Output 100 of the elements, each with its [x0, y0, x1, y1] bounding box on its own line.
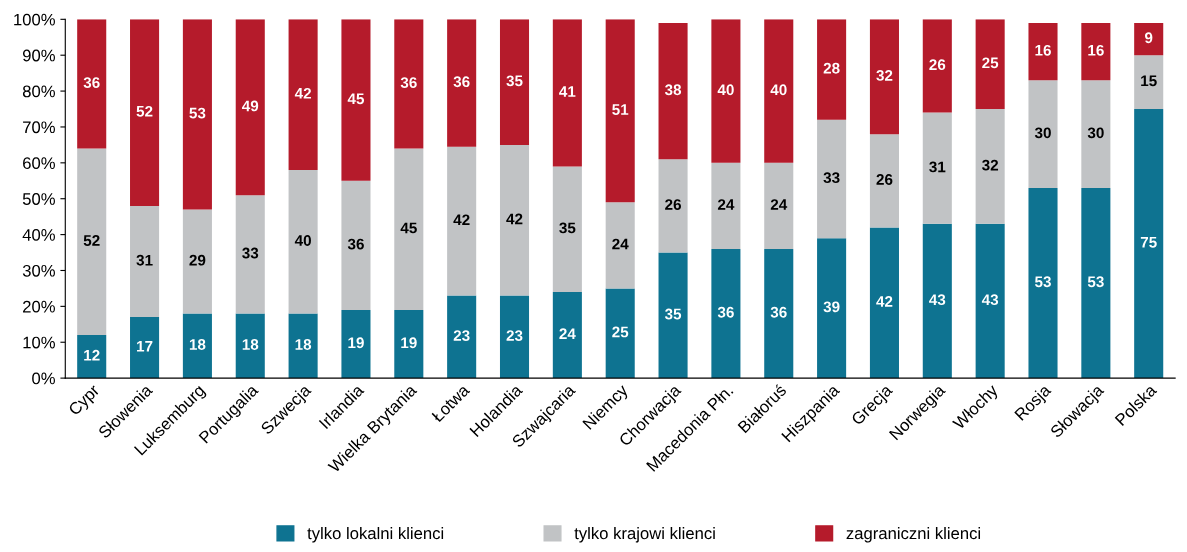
bar: [288, 170, 318, 314]
bar: [711, 162, 741, 249]
data-label: 35: [559, 222, 576, 234]
bar: [1028, 187, 1058, 379]
data-label: 42: [876, 296, 893, 307]
y-tick-label: 20%: [23, 300, 55, 313]
y-tick-label: 50%: [22, 193, 55, 205]
legend-label: tylko krajowi klienci: [574, 526, 715, 543]
bar: [658, 159, 688, 253]
bar: [130, 317, 160, 379]
bar: [447, 19, 477, 147]
data-label: 18: [295, 339, 312, 350]
bar: [499, 295, 530, 379]
data-label: 23: [453, 330, 470, 341]
bar: [394, 309, 424, 379]
data-label: 38: [664, 84, 682, 96]
data-label: 51: [612, 104, 629, 115]
bar: [499, 144, 530, 296]
bar: [1134, 22, 1164, 56]
data-label: 36: [717, 306, 734, 318]
data-label: 52: [83, 235, 100, 246]
bar: [764, 19, 794, 163]
data-label: 36: [453, 76, 470, 88]
y-tick-label: 10%: [23, 336, 55, 349]
data-label: 39: [823, 301, 840, 313]
data-label: 45: [400, 222, 417, 234]
bar: [552, 166, 582, 293]
bar: [235, 313, 265, 379]
data-label: 29: [189, 254, 206, 266]
bar: [975, 223, 1005, 379]
data-label: 31: [136, 254, 153, 266]
bar: [182, 313, 212, 379]
bar: [1081, 22, 1111, 81]
data-label: 16: [1035, 44, 1051, 56]
data-label: 42: [294, 87, 311, 99]
data-label: 18: [242, 339, 259, 350]
data-label: 26: [665, 199, 681, 210]
bar: [869, 19, 899, 135]
bar: [1134, 55, 1164, 110]
data-label: 25: [982, 57, 999, 69]
bar: [1028, 22, 1058, 81]
data-label: 9: [1144, 32, 1153, 44]
data-label: 53: [189, 107, 206, 119]
data-label: 30: [1034, 127, 1051, 139]
data-label: 40: [294, 235, 311, 246]
data-label: 32: [982, 159, 999, 171]
bar: [288, 19, 318, 171]
data-label: 17: [137, 341, 153, 352]
bar: [658, 22, 688, 160]
bar: [341, 180, 371, 310]
data-label: 26: [929, 59, 946, 71]
data-label: 42: [506, 213, 523, 225]
bar: [922, 19, 952, 113]
bar: [499, 19, 530, 145]
bar: [764, 248, 794, 379]
y-tick-label: 100%: [14, 13, 55, 26]
bar: [235, 195, 265, 314]
bar: [975, 109, 1005, 224]
data-label: 33: [823, 172, 840, 184]
bar: [182, 209, 212, 314]
data-label: 75: [1140, 237, 1157, 248]
data-label: 36: [400, 77, 417, 89]
bar: [1081, 187, 1111, 379]
y-tick-label: 90%: [22, 49, 55, 62]
bar: [817, 19, 847, 120]
data-label: 53: [1087, 276, 1104, 288]
data-label: 36: [347, 238, 364, 250]
bar: [605, 19, 635, 203]
legend-label: zagraniczni klienci: [846, 526, 981, 543]
data-label: 42: [453, 214, 470, 226]
bar: [341, 19, 371, 181]
bar: [711, 248, 741, 379]
bar: [447, 146, 477, 296]
data-label: 18: [189, 339, 206, 350]
bar: [447, 295, 477, 379]
y-tick-label: 80%: [22, 85, 55, 98]
bar: [77, 148, 107, 336]
data-label: 41: [559, 86, 576, 97]
bar: [130, 19, 160, 206]
data-label: 53: [1034, 276, 1051, 288]
data-label: 35: [664, 308, 682, 320]
data-label: 15: [1141, 75, 1157, 87]
data-label: 43: [929, 294, 946, 306]
data-label: 32: [876, 70, 893, 81]
bar: [1028, 80, 1058, 188]
bar: [764, 162, 794, 249]
data-label: 24: [612, 238, 629, 250]
bar: [975, 19, 1005, 110]
bar: [605, 288, 635, 379]
bar: [552, 19, 582, 167]
data-label: 25: [612, 326, 629, 338]
data-label: 26: [876, 174, 893, 185]
y-tick-label: 30%: [22, 264, 55, 277]
bar: [922, 112, 952, 224]
bar: [130, 205, 160, 318]
bar: [394, 19, 424, 149]
bar: [658, 252, 688, 379]
bar: [1134, 109, 1164, 379]
bar: [394, 148, 424, 310]
data-label: 19: [401, 337, 417, 349]
